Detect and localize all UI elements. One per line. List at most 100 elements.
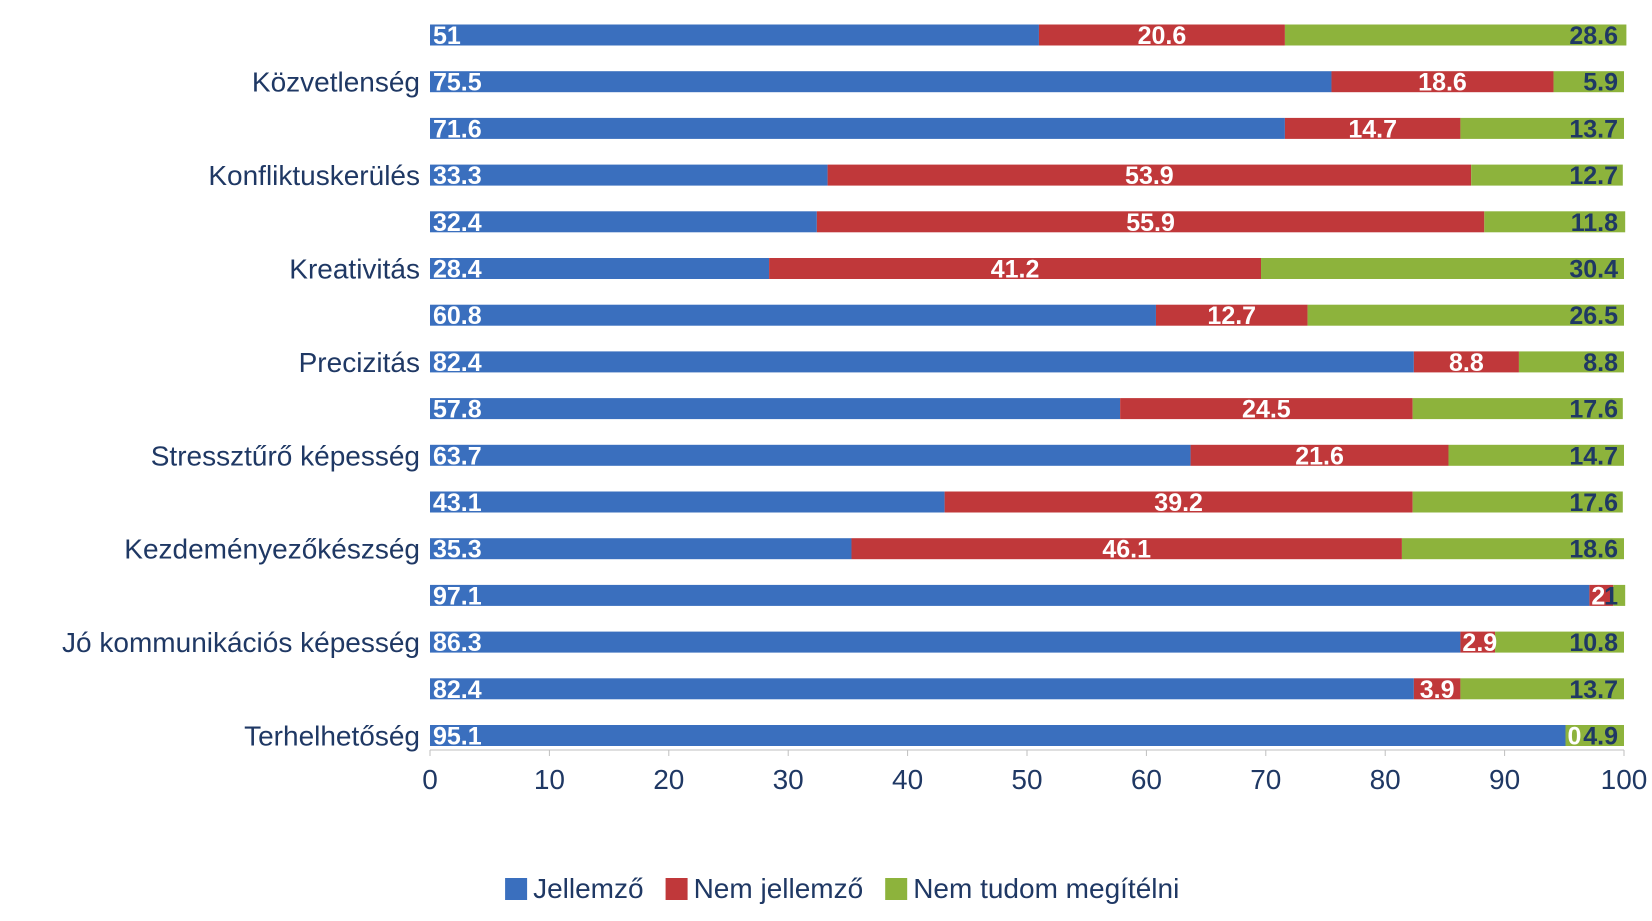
value-label-2-row-16: 0: [1567, 723, 1581, 751]
bar-1-row-13: [430, 584, 1590, 606]
category-label-16: Terhelhetőség: [244, 721, 420, 752]
value-label-3-row-6: 30.4: [1569, 256, 1618, 284]
value-label-2-row-4: 53.9: [1125, 162, 1174, 190]
x-tick-label-3: 20: [653, 764, 684, 795]
value-label-2-row-8: 8.8: [1449, 349, 1484, 377]
value-label-3-row-10: 14.7: [1569, 442, 1618, 470]
value-label-1-row-6: 28.4: [433, 256, 482, 284]
value-label-2-row-3: 14.7: [1348, 115, 1397, 143]
legend-label-1: Jellemző: [533, 873, 643, 904]
x-tick-label-2: 10: [534, 764, 565, 795]
bars-layer: [430, 24, 1627, 746]
bar-3-row-10: [1448, 444, 1624, 466]
category-label-8: Precizitás: [299, 347, 420, 378]
bar-2-row-8: [1413, 351, 1519, 373]
bar-1-row-7: [430, 304, 1156, 326]
x-tick-label-4: 30: [773, 764, 804, 795]
bar-2-row-4: [827, 164, 1472, 186]
legend: Jellemző Nem jellemző Nem tudom megítélni: [505, 873, 1179, 904]
value-label-3-row-7: 26.5: [1569, 302, 1618, 330]
bar-2-row-6: [769, 258, 1262, 279]
bar-2-row-15: [1413, 678, 1461, 700]
x-tick-label-5: 40: [892, 764, 923, 795]
value-label-3-row-4: 12.7: [1569, 162, 1618, 190]
value-label-3-row-14: 10.8: [1569, 629, 1618, 657]
value-label-2-row-12: 46.1: [1102, 536, 1151, 564]
legend-label-2: Nem jellemző: [694, 873, 864, 904]
bar-3-row-12: [1401, 538, 1624, 560]
x-tick-label-6: 50: [1011, 764, 1042, 795]
legend-label-3: Nem tudom megítélni: [913, 873, 1179, 904]
value-label-1-row-7: 60.8: [433, 302, 482, 330]
value-label-2-row-7: 12.7: [1207, 302, 1256, 330]
bar-3-row-5: [1484, 211, 1626, 233]
x-axis: 0 10 20 30 40 50 60 70 80 90 100: [422, 749, 1648, 795]
category-labels-layer: Közvetlenség Konfliktuskerülés Kreativitás…: [62, 67, 420, 752]
value-label-2-row-6: 41.2: [991, 256, 1040, 284]
category-label-10: Stressztűrő képesség: [151, 440, 420, 471]
legend-swatch-3: [885, 878, 908, 900]
value-label-3-row-11: 17.6: [1569, 489, 1618, 517]
value-label-2-row-15: 3.9: [1420, 676, 1455, 704]
category-label-2: Közvetlenség: [252, 67, 420, 98]
bar-2-row-11: [944, 491, 1413, 513]
legend-swatch-2: [665, 878, 688, 900]
value-label-2-row-5: 55.9: [1126, 209, 1175, 237]
category-label-4: Konfliktuskerülés: [208, 160, 420, 191]
value-label-2-row-11: 39.2: [1154, 489, 1203, 517]
value-label-1-row-13: 97.1: [433, 582, 482, 610]
value-labels-layer: 51 20.6 28.6 75.5 18.6 5.9 71.6 14.7 13.7 33.3 53.…: [433, 22, 1618, 751]
bar-1-row-8: [430, 351, 1414, 373]
bar-3-row-8: [1518, 351, 1624, 373]
bar-3-row-11: [1412, 491, 1623, 513]
bar-2-row-9: [1120, 398, 1413, 420]
bar-1-row-5: [430, 211, 817, 233]
value-label-1-row-12: 35.3: [433, 536, 482, 564]
value-label-3-row-2: 5.9: [1583, 69, 1618, 97]
x-tick-label-7: 60: [1131, 764, 1162, 795]
bar-1-row-15: [430, 678, 1414, 700]
value-label-3-row-5: 11.8: [1571, 209, 1618, 237]
value-label-3-row-9: 17.6: [1569, 396, 1618, 424]
value-label-3-row-3: 13.7: [1569, 115, 1618, 143]
x-tick-label-11: 100: [1601, 764, 1648, 795]
x-tick-label-8: 70: [1250, 764, 1281, 795]
category-label-14: Jó kommunikációs képesség: [62, 627, 420, 658]
value-label-2-row-10: 21.6: [1295, 442, 1344, 470]
value-label-1-row-1: 51: [433, 22, 461, 50]
value-label-2-row-1: 20.6: [1138, 22, 1187, 50]
bar-3-row-4: [1471, 164, 1623, 186]
bar-3-row-3: [1460, 117, 1624, 139]
value-label-3-row-12: 18.6: [1569, 536, 1618, 564]
bar-2-row-1: [1038, 24, 1285, 46]
bar-1-row-16: [430, 725, 1566, 746]
bar-1-row-9: [430, 398, 1121, 420]
bar-2-row-7: [1155, 304, 1308, 326]
bar-3-row-9: [1412, 398, 1623, 420]
value-label-1-row-5: 32.4: [433, 209, 482, 237]
category-label-6: Kreativitás: [289, 254, 420, 285]
legend-swatch-1: [505, 878, 528, 900]
bar-1-row-6: [430, 258, 770, 279]
bar-1-row-3: [430, 117, 1285, 139]
bar-3-row-6: [1261, 258, 1624, 279]
bar-2-row-10: [1190, 444, 1449, 466]
bar-1-row-11: [430, 491, 945, 513]
bar-2-row-5: [816, 211, 1485, 233]
value-label-1-row-4: 33.3: [433, 162, 482, 190]
value-label-1-row-16: 95.1: [433, 723, 482, 751]
value-label-1-row-10: 63.7: [433, 442, 482, 470]
bar-1-row-14: [430, 631, 1461, 653]
bar-1-row-10: [430, 444, 1191, 466]
value-label-3-row-8: 8.8: [1583, 349, 1618, 377]
bar-2-row-2: [1331, 71, 1554, 93]
bar-1-row-4: [430, 164, 828, 186]
value-label-3-row-16: 4.9: [1583, 723, 1618, 751]
bar-1-row-12: [430, 538, 852, 560]
bar-3-row-2: [1553, 71, 1624, 93]
bar-1-row-2: [430, 71, 1332, 93]
bar-3-row-15: [1460, 678, 1624, 700]
x-tick-label-1: 0: [422, 764, 438, 795]
value-label-2-row-13: 2: [1591, 582, 1605, 610]
